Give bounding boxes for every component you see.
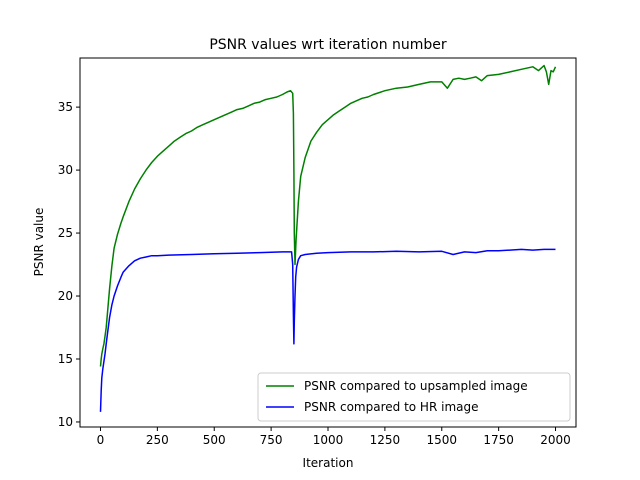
legend-label-2: PSNR compared to HR image	[304, 400, 478, 414]
y-tick-label: 35	[58, 100, 73, 114]
x-tick-label: 250	[146, 433, 169, 447]
x-tick-label: 1000	[313, 433, 344, 447]
legend-label-1: PSNR compared to upsampled image	[304, 379, 528, 393]
x-tick-label: 1750	[483, 433, 514, 447]
chart-title: PSNR values wrt iteration number	[209, 37, 447, 53]
y-tick-label: 30	[58, 163, 73, 177]
y-tick-label: 25	[58, 226, 73, 240]
x-tick-label: 2000	[540, 433, 571, 447]
y-axis: 10 15 20 25 30 35	[58, 100, 80, 429]
x-tick-label: 1500	[426, 433, 457, 447]
series-line-1	[99, 64, 557, 367]
x-axis: 0 250 500 750 1000 1250 1500 1750 2000	[97, 427, 571, 447]
x-tick-label: 750	[260, 433, 283, 447]
x-tick-label: 0	[97, 433, 105, 447]
legend: PSNR compared to upsampled image PSNR com…	[257, 372, 571, 422]
y-tick-label: 20	[58, 289, 73, 303]
y-tick-label: 10	[58, 415, 73, 429]
series-line-2	[99, 248, 556, 412]
legend-box	[257, 372, 571, 422]
x-tick-label: 1250	[370, 433, 401, 447]
y-axis-label: PSNR value	[32, 208, 46, 277]
x-tick-label: 500	[203, 433, 226, 447]
y-tick-label: 15	[58, 352, 73, 366]
x-axis-label: Iteration	[303, 456, 354, 470]
